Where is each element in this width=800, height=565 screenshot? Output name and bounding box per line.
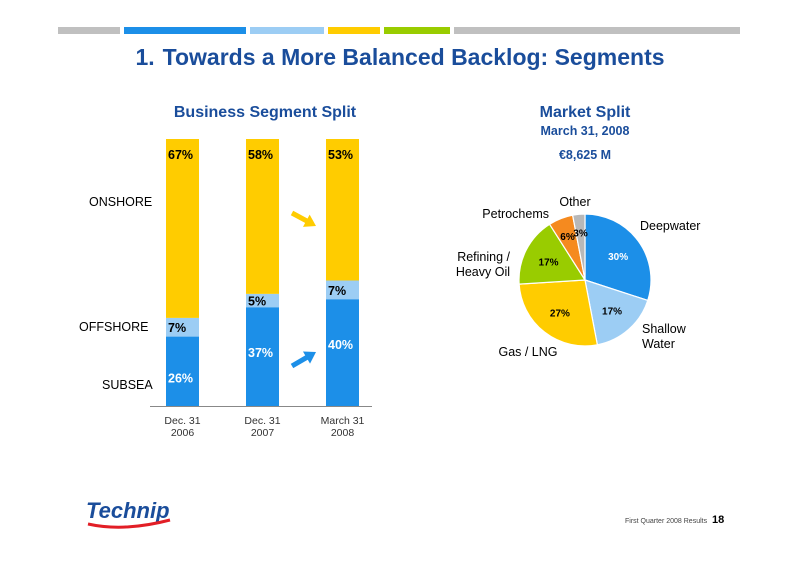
pie-category-label-1-line-0: Shallow: [642, 322, 687, 336]
bar-value-label-onshore-1: 58%: [248, 148, 273, 162]
bar-subsea-2: [326, 299, 359, 406]
footer-text: First Quarter 2008 Results: [625, 518, 708, 525]
pie-category-label-3-line-1: Heavy Oil: [456, 265, 510, 279]
series-label-onshore: ONSHORE: [89, 195, 153, 209]
top-bar-yellow-segment: [328, 27, 380, 34]
category-label-1-line-1: 2007: [251, 427, 275, 439]
pie-value-label-4: 6%: [560, 232, 575, 243]
series-label-subsea: SUBSEA: [102, 378, 153, 392]
slide-title-number: 1.: [135, 44, 155, 70]
pie-value-label-2: 27%: [550, 308, 570, 319]
logo-text: Technip: [86, 498, 170, 523]
bar-offshore-1: [246, 293, 279, 308]
top-bar-lightblue-segment: [250, 27, 324, 34]
pie-value-label-3: 17%: [539, 257, 559, 268]
category-label-1-line-0: Dec. 31: [244, 415, 280, 427]
slide-title-text: Towards a More Balanced Backlog: Segment…: [162, 44, 665, 70]
bar-value-label-offshore-2: 7%: [328, 284, 346, 298]
bar-value-label-offshore-1: 5%: [248, 295, 266, 309]
series-label-offshore: OFFSHORE: [79, 320, 149, 334]
pie-value-label-5: 3%: [573, 229, 588, 240]
bar-onshore-2: [326, 139, 359, 281]
bar-onshore-0: [166, 139, 199, 318]
technip-logo-mark: Technip: [86, 498, 171, 529]
bar-offshore-2: [326, 280, 359, 300]
pie-value-label-0: 30%: [608, 252, 628, 263]
pie-chart-total: €8,625 M: [558, 148, 612, 162]
technip-logo: Technip: [84, 496, 174, 535]
bar-value-label-subsea-1: 37%: [248, 346, 273, 360]
pie-slice-refining-heavy-oil: [518, 223, 587, 285]
category-label-0-line-0: Dec. 31: [164, 415, 200, 427]
pie-slice-deepwater: [584, 213, 652, 302]
pie-value-label-1: 17%: [602, 307, 622, 318]
logo-swoosh: [87, 518, 171, 529]
pie-chart-title: Market Split: [539, 104, 631, 121]
bar-onshore-1: [246, 139, 279, 294]
bar-offshore-0: [166, 317, 199, 337]
pie-category-label-1-line-1: Water: [642, 337, 675, 351]
bar-chart-title: Business Segment Split: [173, 104, 357, 121]
slide-title: 1. Towards a More Balanced Backlog: Segme…: [0, 44, 800, 71]
trend-arrow-subsea-up: [290, 351, 316, 369]
pie-slice-gas-lng: [518, 279, 599, 347]
page-number: 18: [712, 514, 725, 526]
bar-value-label-subsea-0: 26%: [168, 372, 193, 386]
pie-chart-subtitle: March 31, 2008: [540, 124, 630, 138]
category-label-0-line-1: 2006: [171, 427, 195, 439]
category-label-2-line-0: March 31: [321, 415, 365, 427]
bar-subsea-1: [246, 307, 279, 406]
bar-subsea-0: [166, 336, 199, 406]
pie-category-label-0-line-0: Deepwater: [640, 219, 700, 233]
top-bar-gray-segment-right: [454, 27, 740, 34]
pie-slice-shallow-water: [584, 279, 649, 346]
bar-value-label-onshore-2: 53%: [328, 148, 353, 162]
pie-category-label-5-line-0: Other: [559, 195, 590, 209]
pie-category-label-4-line-0: Petrochems: [482, 207, 549, 221]
bar-value-label-offshore-0: 7%: [168, 321, 186, 335]
pie-category-label-3-line-0: Refining /: [457, 250, 510, 264]
top-bar-green-segment: [384, 27, 450, 34]
pie-slice-other: [571, 213, 586, 281]
pie-category-label-2-line-0: Gas / LNG: [498, 345, 557, 359]
top-color-bar: [58, 27, 740, 34]
top-bar-blue-segment: [124, 27, 246, 34]
bar-value-label-onshore-0: 67%: [168, 148, 193, 162]
top-bar-gray-segment: [58, 27, 120, 34]
category-label-2-line-1: 2008: [331, 427, 355, 439]
bar-value-label-subsea-2: 40%: [328, 338, 353, 352]
trend-arrow-onshore-down: [290, 210, 316, 227]
